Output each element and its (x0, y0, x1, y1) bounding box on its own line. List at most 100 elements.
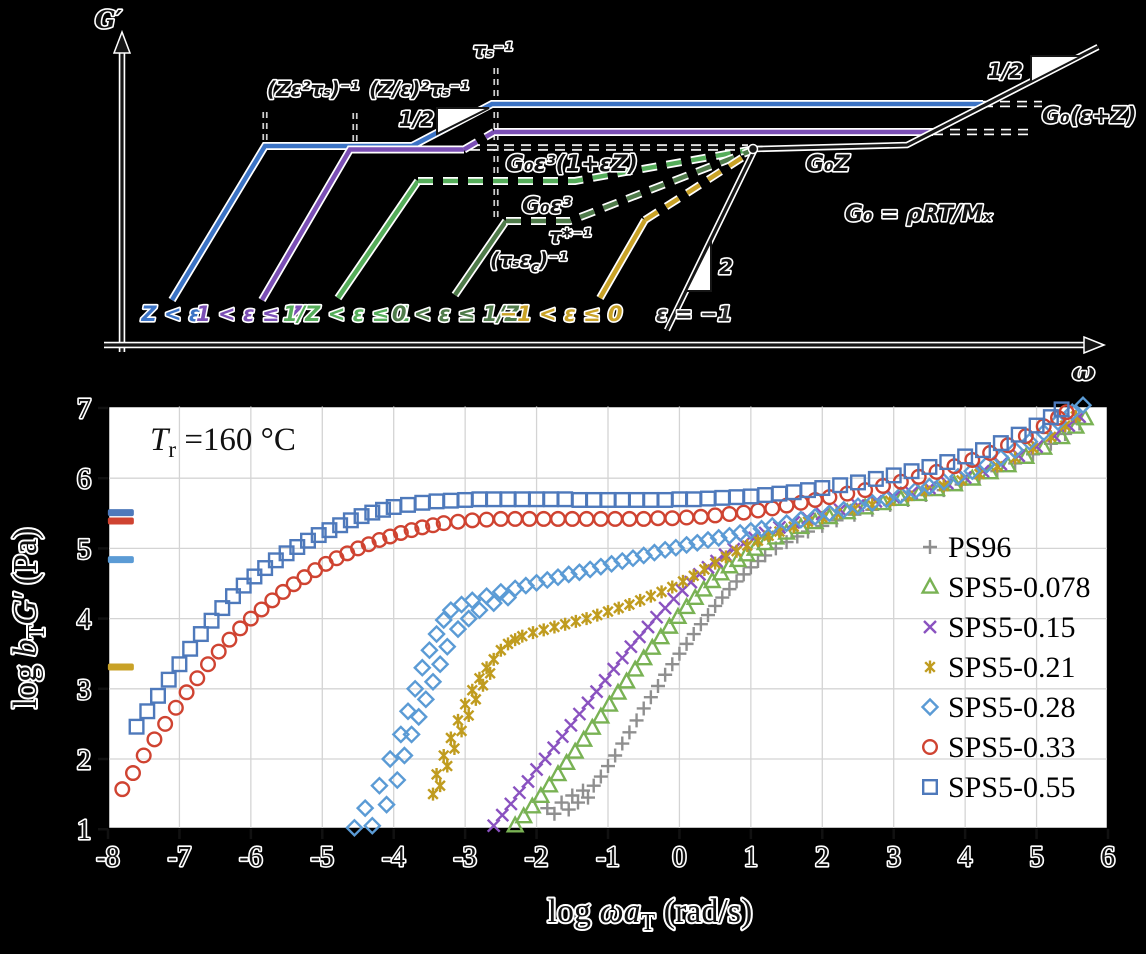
data-point (600, 694, 619, 712)
plateau-dash (107, 556, 134, 564)
gridlines (109, 406, 1107, 828)
slope-triangle-half-right (1030, 55, 1083, 84)
data-point (992, 435, 1009, 452)
level-lines (470, 100, 1042, 151)
data-point (540, 801, 555, 816)
series-SPS5-0.28 (345, 395, 1093, 837)
data-point (430, 767, 443, 781)
data-point (923, 620, 937, 634)
data-point (253, 601, 270, 618)
data-point (730, 544, 743, 558)
data-point (763, 516, 782, 536)
data-point (459, 697, 471, 711)
data-point (1048, 412, 1068, 432)
data-point (998, 455, 1018, 473)
regime-label-1: 1 < ε ≤ Z (196, 302, 303, 326)
data-point (538, 752, 552, 766)
data-point (572, 707, 587, 721)
data-point (1005, 440, 1025, 460)
legend-label: SPS5-0.55 (948, 771, 1076, 804)
data-point (581, 790, 595, 805)
data-point (425, 517, 442, 534)
regime-condition-labels: Z < ε 1 < ε ≤ Z 1/Z < ε ≤ 1 0 < ε ≤ 1/Z … (139, 300, 734, 327)
data-point (891, 485, 911, 505)
temperature-annotation: Tr =160 °C (150, 422, 296, 462)
data-point (504, 797, 518, 811)
data-point (375, 501, 392, 518)
data-point (636, 701, 651, 716)
data-point (521, 774, 535, 789)
data-point (905, 481, 925, 501)
data-point (448, 619, 468, 639)
data-point (548, 620, 561, 634)
data-point (574, 729, 594, 747)
x-tick-label: 5 (1030, 842, 1044, 873)
y-axis-arrow (112, 29, 132, 54)
data-point (470, 600, 489, 620)
label-g0ez: G₀(ε+Z) (1042, 104, 1136, 129)
data-point (160, 671, 177, 688)
data-point (514, 806, 534, 824)
y-tick-label: 2 (77, 745, 91, 776)
data-point (345, 818, 364, 837)
data-point (570, 614, 582, 628)
regime-label-0: Z < ε (140, 302, 200, 326)
data-point (363, 816, 382, 835)
curve-green-solid (336, 179, 420, 300)
data-point (920, 576, 940, 594)
data-point (416, 690, 436, 709)
legend-label: SPS5-0.28 (948, 691, 1076, 724)
data-point (477, 678, 489, 692)
slope-triangle-two (684, 240, 712, 292)
data-point (409, 707, 428, 727)
data-point (427, 624, 446, 644)
regime-label-4: −1 < ε ≤ 0 (500, 302, 623, 326)
data-point (285, 576, 302, 593)
data-point (602, 605, 614, 619)
data-point (615, 736, 630, 751)
data-point (1053, 401, 1070, 418)
data-point (388, 770, 407, 790)
data-point (668, 606, 688, 624)
data-point (355, 798, 375, 818)
label-corner-freq-1: (Zε²τₛ)⁻¹ (267, 77, 359, 101)
data-point (124, 765, 141, 782)
data-point (666, 580, 678, 594)
data-point (445, 731, 457, 745)
data-point (199, 656, 216, 673)
data-point (903, 463, 920, 480)
data-point (529, 762, 544, 777)
curve-darkgreen-solid (453, 219, 508, 297)
x-tick-label: 2 (815, 842, 829, 873)
data-point (1034, 437, 1054, 455)
data-point (939, 454, 956, 471)
x-tick-label: -2 (525, 842, 548, 873)
data-point (694, 579, 714, 597)
label-g0e3: G₀ε³ (522, 194, 572, 219)
x-tick-label: -8 (96, 842, 119, 873)
curve-green-dashed (418, 147, 753, 184)
data-point (382, 528, 399, 545)
data-point (651, 678, 665, 693)
data-point (608, 682, 628, 700)
data-point (377, 795, 396, 814)
data-point (693, 617, 708, 632)
legend-label: SPS5-0.15 (948, 611, 1076, 644)
data-point (364, 504, 381, 521)
data-point (470, 692, 482, 706)
y-tick-label: 6 (77, 464, 91, 495)
data-point (593, 769, 608, 784)
label-corner-freq-2: (Z/ε)²τₛ⁻¹ (369, 77, 469, 101)
axis-ticks (98, 406, 1110, 839)
label-slope-half-right: 1/2 (988, 59, 1023, 83)
curve-yellow-solid (598, 218, 647, 300)
data-point (655, 585, 668, 599)
data-point (565, 741, 585, 759)
curve-yellow-dashed (643, 148, 756, 222)
data-point (210, 643, 227, 660)
data-point (232, 620, 249, 637)
data-point (791, 510, 811, 529)
data-point (885, 467, 902, 484)
x-tick-label: -4 (382, 842, 405, 873)
data-point (1027, 441, 1039, 455)
